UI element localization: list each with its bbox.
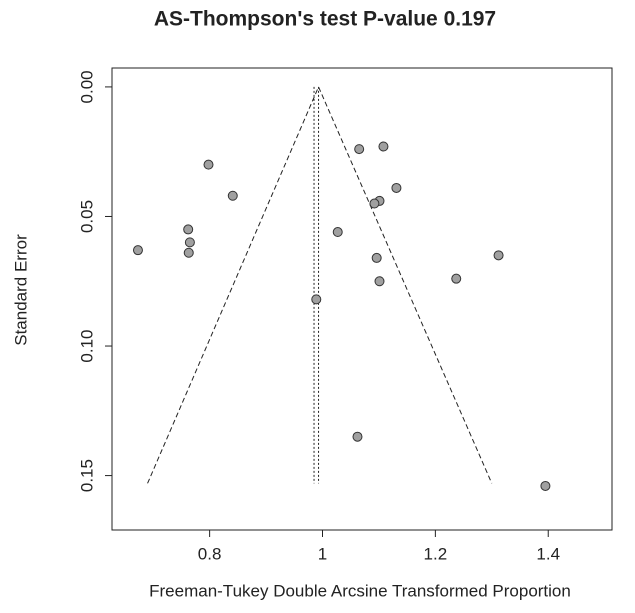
x-tick-label: 1.4 (536, 544, 560, 563)
point (183, 247, 194, 258)
point (354, 144, 365, 155)
y-tick-label: 0.05 (77, 200, 96, 233)
x-tick-label: 1 (318, 544, 327, 563)
point (493, 250, 504, 261)
point (203, 159, 214, 170)
y-tick-label: 0.10 (77, 329, 96, 362)
y-axis-label: Standard Error (11, 234, 30, 346)
point (451, 273, 462, 284)
x-tick-label: 0.8 (198, 544, 222, 563)
x-axis-label: Freeman-Tukey Double Arcsine Transformed… (149, 581, 571, 600)
point (311, 294, 322, 305)
point (540, 480, 551, 491)
point (378, 141, 389, 152)
point (391, 182, 402, 193)
x-tick-label: 1.2 (424, 544, 448, 563)
point (332, 227, 343, 238)
point (132, 245, 143, 256)
point (374, 276, 385, 287)
plot-frame (111, 67, 613, 531)
point (352, 431, 363, 442)
point (371, 252, 382, 263)
point (183, 224, 194, 235)
funnel (147, 85, 493, 484)
y-tick-label: 0.15 (77, 459, 96, 492)
point (227, 190, 238, 201)
y-tick-label: 0.00 (77, 70, 96, 103)
chart-title: AS-Thompson's test P-value 0.197 (154, 8, 496, 31)
point (184, 237, 195, 248)
point (369, 198, 380, 209)
